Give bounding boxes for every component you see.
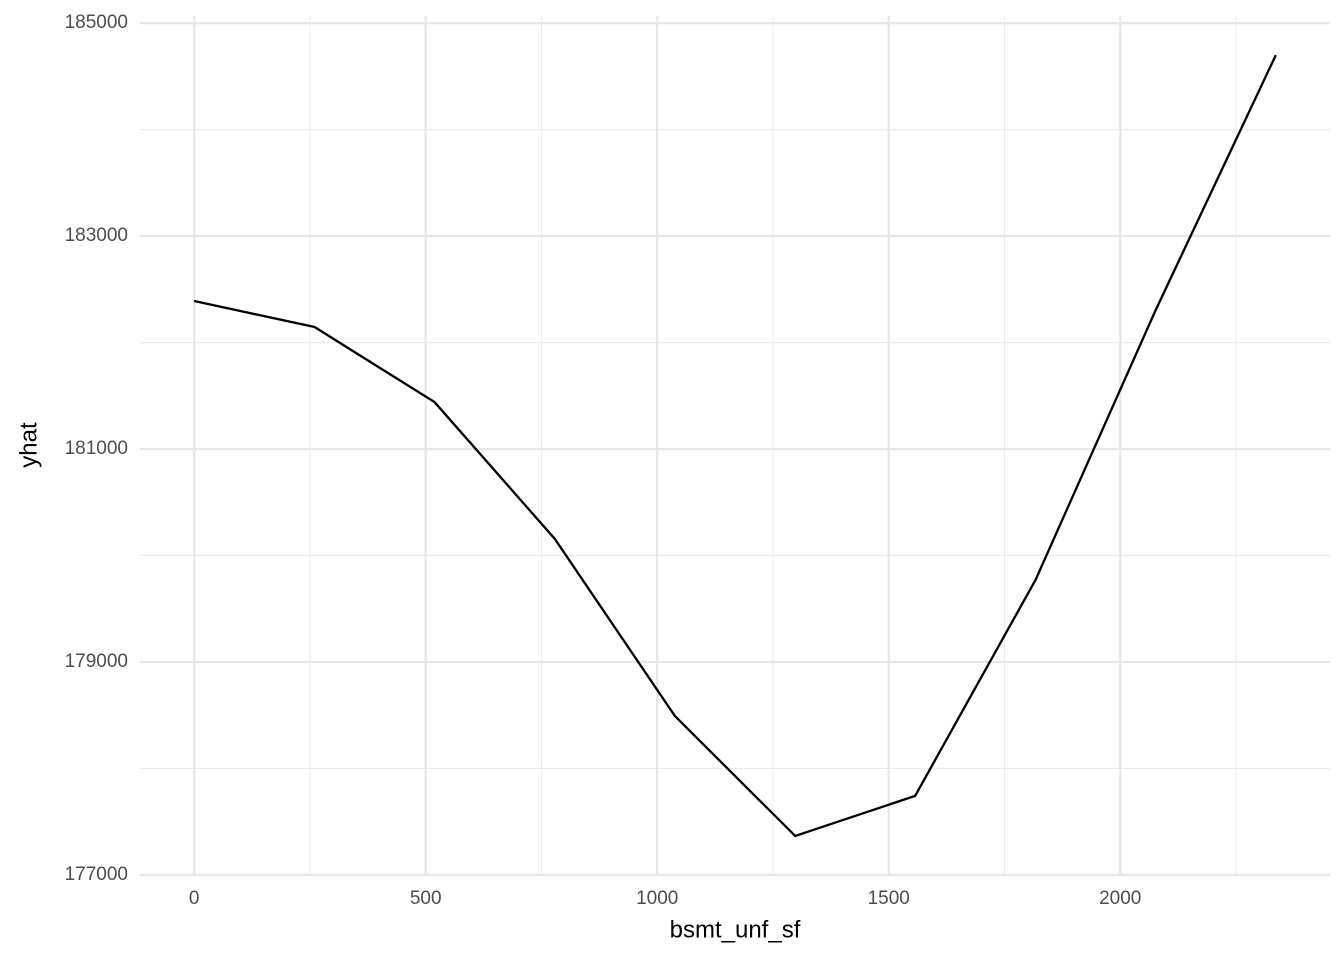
y-tick-label: 181000 — [65, 438, 128, 459]
y-tick-label: 185000 — [65, 12, 128, 33]
x-tick-label: 500 — [410, 888, 442, 909]
y-axis-title: yhat — [15, 422, 42, 468]
x-tick-label: 0 — [189, 888, 200, 909]
x-tick-label: 1500 — [868, 888, 910, 909]
y-tick-label: 183000 — [65, 225, 128, 246]
y-tick-label: 177000 — [65, 864, 128, 885]
x-tick-label: 1000 — [636, 888, 678, 909]
x-axis-title: bsmt_unf_sf — [670, 916, 801, 943]
line — [193, 54, 1277, 838]
x-tick-label: 2000 — [1099, 888, 1141, 909]
y-tick-label: 179000 — [65, 651, 128, 672]
